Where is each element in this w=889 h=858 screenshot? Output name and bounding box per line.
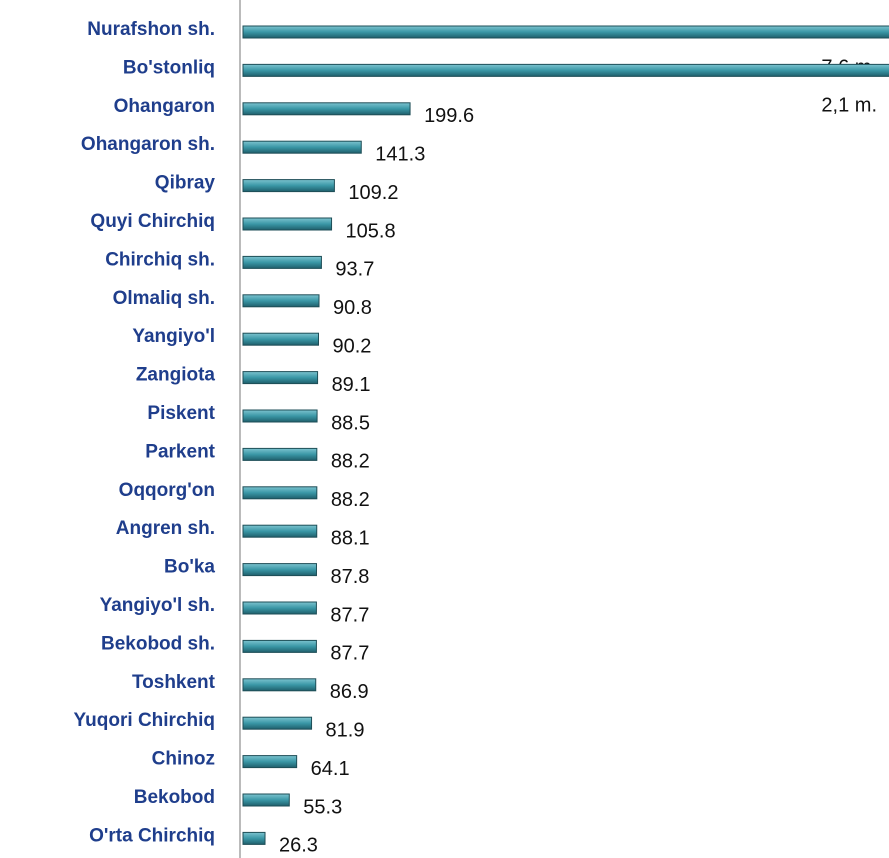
value-label: 141.3 xyxy=(375,143,425,165)
bar xyxy=(242,716,313,730)
value-label: 87.7 xyxy=(330,643,369,665)
bar xyxy=(242,102,411,116)
bar xyxy=(242,371,319,385)
value-label: 88.2 xyxy=(331,451,370,473)
category-label: Chirchiq sh. xyxy=(105,249,215,270)
bar xyxy=(242,217,333,231)
value-label: 88.5 xyxy=(331,412,370,434)
bar xyxy=(242,179,335,193)
category-label: Ohangaron xyxy=(114,96,215,117)
value-label: 55.3 xyxy=(303,796,342,818)
category-label: Yangiyo'l xyxy=(132,326,215,347)
value-label: 89.1 xyxy=(332,374,371,396)
category-label: O'rta Chirchiq xyxy=(89,825,215,846)
value-label: 87.7 xyxy=(330,604,369,626)
category-label: Angren sh. xyxy=(116,518,215,539)
bar xyxy=(242,563,317,577)
value-label: 93.7 xyxy=(335,259,374,281)
category-label: Toshkent xyxy=(132,672,216,693)
bar xyxy=(242,294,320,308)
bar xyxy=(242,755,298,769)
category-label: Yangiyo'l sh. xyxy=(100,595,215,616)
bar xyxy=(242,639,317,653)
bar xyxy=(242,332,319,346)
category-label: Chinoz xyxy=(152,749,215,770)
value-label: 199.6 xyxy=(424,105,474,127)
bar xyxy=(242,63,889,77)
value-label: 26.3 xyxy=(279,835,318,857)
category-label: Qibray xyxy=(155,173,216,194)
category-label: Nurafshon sh. xyxy=(87,19,215,40)
category-label: Oqqorg'on xyxy=(119,480,215,501)
value-label: 90.8 xyxy=(333,297,372,319)
category-label: Bo'ka xyxy=(164,557,215,578)
category-label: Zangiota xyxy=(136,365,216,386)
category-label: Piskent xyxy=(147,403,215,424)
category-label: Bo'stonliq xyxy=(123,57,215,78)
value-label: 64.1 xyxy=(311,758,350,780)
bar xyxy=(242,409,318,423)
value-label: 2,1 m. xyxy=(821,95,877,117)
value-label: 105.8 xyxy=(346,220,396,242)
bar xyxy=(242,601,317,615)
bar xyxy=(242,140,362,154)
bar xyxy=(242,678,317,692)
value-label: 88.2 xyxy=(331,489,370,511)
bar xyxy=(242,831,266,845)
category-label: Bekobod xyxy=(134,787,215,808)
category-label: Olmaliq sh. xyxy=(113,288,215,309)
category-label: Yuqori Chirchiq xyxy=(74,710,215,731)
bar xyxy=(242,447,318,461)
value-label: 90.2 xyxy=(332,335,371,357)
category-label: Quyi Chirchiq xyxy=(90,211,215,232)
value-label: 88.1 xyxy=(331,527,370,549)
bar xyxy=(242,25,889,39)
category-label: Parkent xyxy=(145,441,215,462)
value-label: 81.9 xyxy=(326,719,365,741)
bar xyxy=(242,486,318,500)
value-label: 86.9 xyxy=(330,681,369,703)
category-label: Ohangaron sh. xyxy=(81,134,215,155)
bar xyxy=(242,793,290,807)
bar xyxy=(242,524,318,538)
bar xyxy=(242,255,322,269)
value-label: 87.8 xyxy=(330,566,369,588)
category-label: Bekobod sh. xyxy=(101,633,215,654)
value-label: 109.2 xyxy=(348,182,398,204)
